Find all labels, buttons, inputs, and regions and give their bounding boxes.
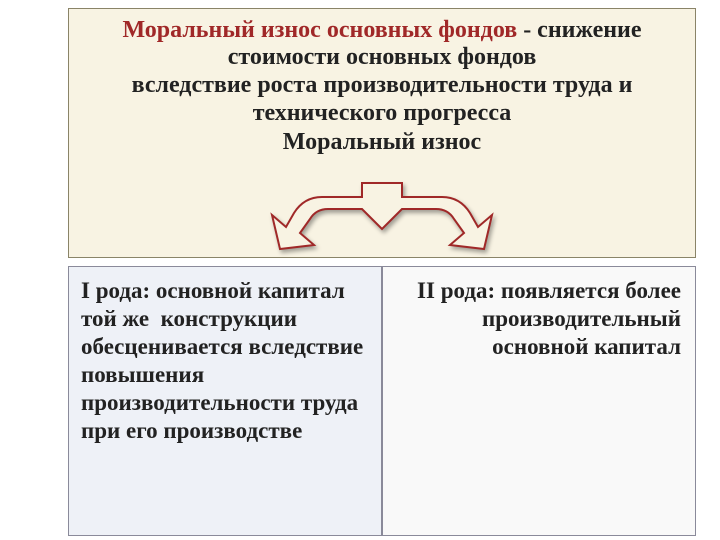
type-2-text: II рода: появляется более производительн… <box>397 277 681 361</box>
type-1-text: I рода: основной капитал той же конструк… <box>81 277 369 445</box>
type-2-box: II рода: появляется более производительн… <box>382 266 696 536</box>
title-line: Моральный износ основных фондов - снижен… <box>87 17 677 71</box>
definition-box: Моральный износ основных фондов - снижен… <box>68 8 696 258</box>
def-line-3: Моральный износ <box>87 128 677 156</box>
term-text: Моральный износ основных фондов <box>122 17 517 43</box>
def-line-2: вследствие роста производительности труд… <box>87 71 677 128</box>
branch-arrow-icon <box>252 179 512 251</box>
split-arrow <box>69 179 695 251</box>
type-1-box: I рода: основной капитал той же конструк… <box>68 266 382 536</box>
